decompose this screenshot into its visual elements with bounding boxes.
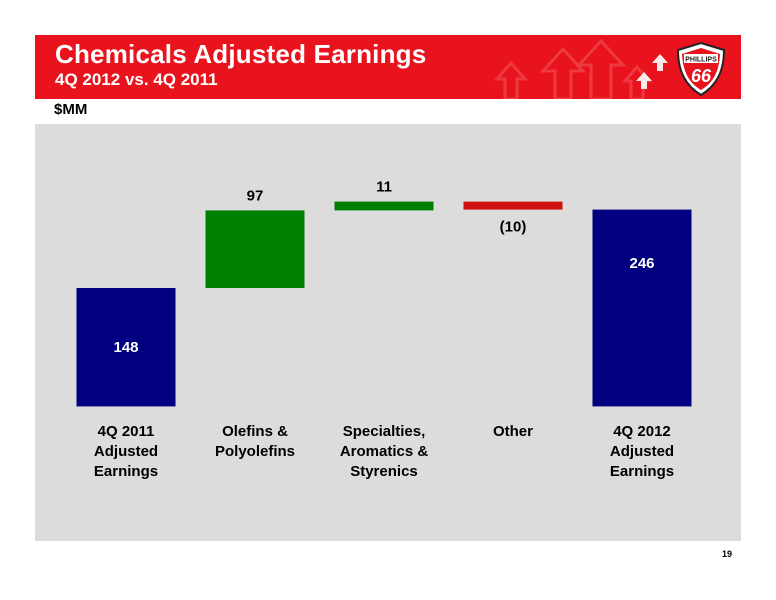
arrow-pattern-decoration [493,38,668,99]
bar-2 [334,201,434,211]
slide-title: Chemicals Adjusted Earnings [55,39,427,69]
unit-label: $MM [54,101,88,118]
waterfall-chart: 148 4Q 2011 Adjusted Earnings 97 Olefins & Pol… [76,179,692,480]
bar-4 [592,209,692,407]
category-label-2: Specialties, Aromatics & Styrenics [340,423,429,480]
category-label-3: Other [493,423,533,440]
bar-0 [76,288,176,407]
data-label-1: 97 [247,187,264,204]
bar-3 [463,201,563,210]
category-label-4: 4Q 2012 Adjusted Earnings [610,423,674,480]
chart-area: 148 4Q 2011 Adjusted Earnings 97 Olefins & Pol… [35,124,741,541]
category-label-0: 4Q 2011 Adjusted Earnings [94,423,158,480]
data-label-3: (10) [500,219,527,236]
bar-1 [205,210,305,288]
data-label-0: 148 [113,339,138,356]
page-number: 19 [722,549,733,559]
category-label-1: Olefins & Polyolefins [215,423,295,460]
phillips66-shield-logo: PHILLIPS 66 [676,41,726,97]
data-label-4: 246 [629,255,654,272]
data-label-2: 11 [376,179,392,196]
slide-subtitle: 4Q 2012 vs. 4Q 2011 [55,70,218,89]
logo-number: 66 [691,66,712,86]
header-band: Chemicals Adjusted Earnings 4Q 2012 vs. … [35,35,741,99]
logo-wordmark: PHILLIPS [685,57,717,64]
